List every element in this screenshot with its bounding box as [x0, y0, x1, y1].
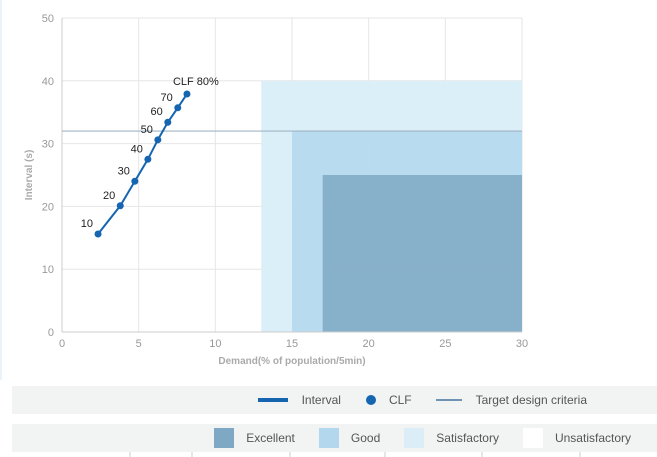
- clf-point: [131, 177, 139, 185]
- y-tick-label: 50: [42, 13, 54, 25]
- legend-label: Target design criteria: [475, 393, 587, 407]
- legend-label: Unsatisfactory: [554, 431, 631, 445]
- data-label: CLF 80%: [173, 76, 219, 88]
- y-axis-title: Interval (s): [24, 150, 35, 201]
- x-tick-label: 30: [516, 338, 528, 350]
- data-label: 60: [151, 106, 163, 118]
- clf-point: [154, 136, 162, 144]
- clf-point: [116, 202, 124, 210]
- legend-unsatisfactory[interactable]: Unsatisfactory: [522, 428, 631, 448]
- data-label: 70: [161, 92, 173, 104]
- legend-label: Excellent: [246, 431, 295, 445]
- legend-excellent[interactable]: Excellent: [214, 428, 295, 448]
- data-label: 10: [81, 218, 93, 230]
- y-tick-label: 30: [42, 139, 54, 151]
- x-axis-title: Demand(% of population/5min): [218, 356, 365, 367]
- legend-label: Good: [350, 431, 381, 445]
- legend-label: Satisfactory: [436, 431, 499, 445]
- swatch: [318, 428, 339, 448]
- legend-clf[interactable]: CLF: [365, 393, 412, 407]
- legend-satisfactory[interactable]: Satisfactory: [404, 428, 499, 448]
- x-tick-label: 0: [59, 338, 65, 350]
- data-label: 20: [103, 190, 115, 202]
- y-tick-label: 0: [48, 327, 54, 339]
- legend-series: Interval CLF Target design criteria: [12, 386, 657, 414]
- legend-label: CLF: [388, 393, 412, 407]
- legend-target[interactable]: Target design criteria: [435, 393, 587, 407]
- swatch: [522, 428, 543, 448]
- legend-regions: Excellent Good Satisfactory Unsatisfacto…: [12, 424, 657, 452]
- swatch: [404, 428, 425, 448]
- data-label: 50: [141, 124, 153, 136]
- y-tick-label: 20: [42, 201, 54, 213]
- clf-point: [174, 104, 182, 112]
- data-label: 40: [131, 143, 143, 155]
- legend-label: Interval: [301, 393, 341, 407]
- x-tick-label: 5: [136, 338, 142, 350]
- clf-point: [164, 118, 172, 126]
- interval-line: [97, 93, 188, 235]
- clf-point: [144, 155, 152, 163]
- x-tick-label: 15: [286, 338, 298, 350]
- region-overlay: [322, 175, 522, 332]
- x-tick-label: 20: [363, 338, 375, 350]
- clf-point: [94, 230, 102, 238]
- y-tick-label: 10: [42, 264, 54, 276]
- clf-point: [183, 90, 191, 98]
- y-tick-label: 40: [42, 76, 54, 88]
- x-tick-label: 25: [439, 338, 451, 350]
- legend-interval[interactable]: Interval: [257, 393, 341, 407]
- legend-good[interactable]: Good: [318, 428, 381, 448]
- x-tick-label: 10: [209, 338, 221, 350]
- data-label: 30: [118, 165, 130, 177]
- swatch: [214, 428, 235, 448]
